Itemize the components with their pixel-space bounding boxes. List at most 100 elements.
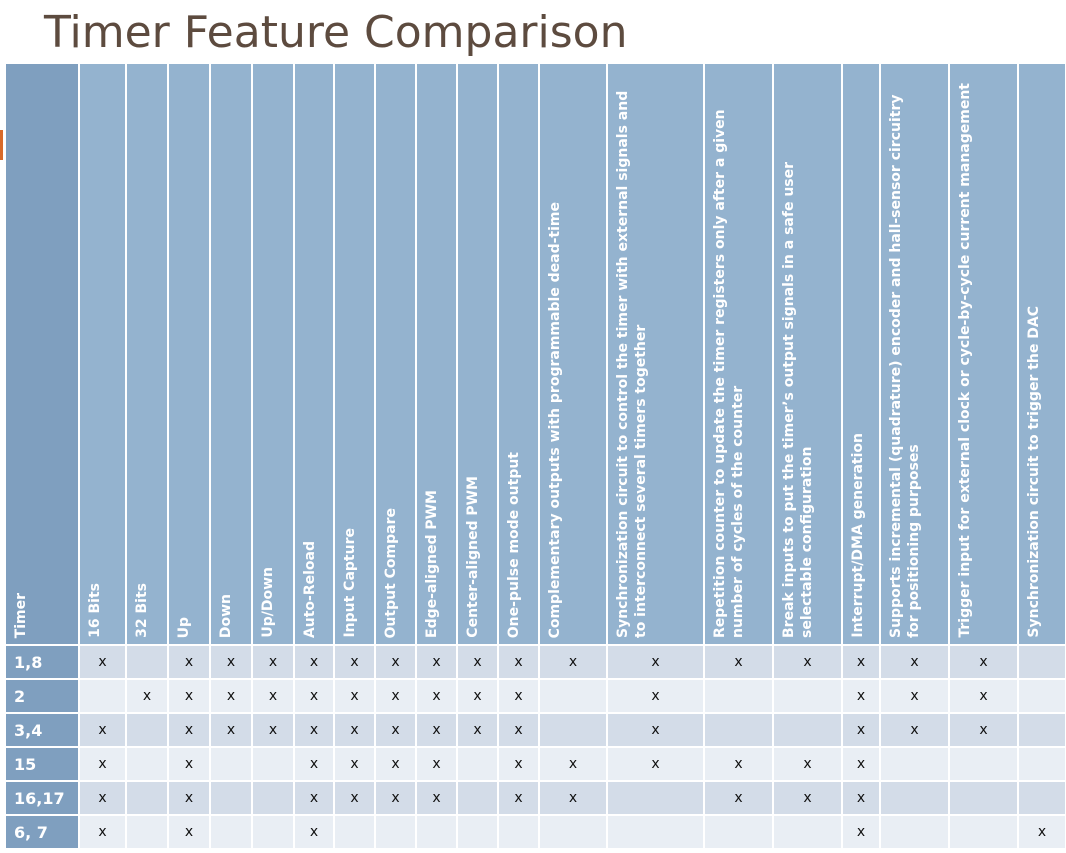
- header-cell: Edge-aligned PWM: [415, 62, 458, 646]
- feature-cell: x: [841, 814, 881, 850]
- feature-cell: [772, 678, 843, 714]
- header-cell: Trigger input for external clock or cycl…: [948, 62, 1019, 646]
- feature-cell: x: [78, 780, 127, 816]
- feature-cell: [125, 644, 169, 680]
- timer-id-cell: 16,17: [4, 780, 80, 816]
- header-cell: Repetition counter to update the timer r…: [703, 62, 774, 646]
- feature-cell: x: [374, 780, 417, 816]
- feature-cell: x: [703, 644, 774, 680]
- header-cell: Complementary outputs with programmable …: [538, 62, 608, 646]
- feature-cell: x: [841, 712, 881, 748]
- feature-cell: x: [333, 746, 376, 782]
- feature-cell: x: [497, 644, 540, 680]
- feature-cell: x: [209, 712, 253, 748]
- table-row: 1,8 x x x x x x x x x x x x x x x x x: [4, 644, 1066, 680]
- feature-cell: [209, 814, 253, 850]
- page-title: Timer Feature Comparison: [44, 7, 628, 58]
- header-cell: Interrupt/DMA generation: [841, 62, 881, 646]
- feature-cell: x: [841, 644, 881, 680]
- feature-cell: [1017, 746, 1066, 782]
- feature-cell: x: [415, 780, 458, 816]
- header-label: Supports incremental (quadrature) encode…: [888, 94, 922, 639]
- feature-cell: x: [606, 712, 705, 748]
- feature-cell: [415, 814, 458, 850]
- feature-cell: [333, 814, 376, 850]
- feature-cell: [251, 814, 295, 850]
- feature-cell: x: [415, 644, 458, 680]
- feature-cell: [374, 814, 417, 850]
- feature-cell: [456, 780, 499, 816]
- feature-cell: x: [497, 712, 540, 748]
- feature-cell: [251, 746, 295, 782]
- header-cell: One-pulse mode output: [497, 62, 540, 646]
- header-cell: Auto-Reload: [293, 62, 335, 646]
- feature-cell: [125, 814, 169, 850]
- header-label: Down: [218, 593, 234, 638]
- header-label: Synchronization circuit to trigger the D…: [1026, 306, 1042, 638]
- feature-cell: x: [415, 678, 458, 714]
- header-label: Up/Down: [260, 567, 276, 638]
- feature-cell: x: [293, 780, 335, 816]
- feature-cell: x: [374, 746, 417, 782]
- header-label: Timer: [13, 592, 29, 638]
- feature-cell: x: [251, 644, 295, 680]
- header-label: 16 Bits: [87, 583, 103, 638]
- feature-cell: [456, 746, 499, 782]
- header-cell: Supports incremental (quadrature) encode…: [879, 62, 950, 646]
- feature-cell: [125, 712, 169, 748]
- feature-cell: [948, 780, 1019, 816]
- header-label: Complementary outputs with programmable …: [547, 201, 563, 638]
- feature-cell: x: [293, 678, 335, 714]
- feature-cell: x: [167, 780, 211, 816]
- feature-cell: x: [374, 644, 417, 680]
- feature-comparison-table: Timer 16 Bits 32 Bits Up Down Up/Down Au…: [4, 62, 1066, 850]
- header-cell: 16 Bits: [78, 62, 127, 646]
- feature-cell: x: [497, 780, 540, 816]
- header-cell: Timer: [4, 62, 80, 646]
- feature-cell: [703, 814, 774, 850]
- feature-cell: [703, 678, 774, 714]
- feature-cell: [606, 780, 705, 816]
- feature-cell: x: [841, 746, 881, 782]
- feature-cell: [538, 814, 608, 850]
- feature-cell: x: [456, 712, 499, 748]
- feature-cell: x: [167, 678, 211, 714]
- header-label: Output Compare: [383, 507, 399, 638]
- feature-cell: x: [293, 814, 335, 850]
- feature-cell: [879, 814, 950, 850]
- header-label: Break inputs to put the timer’s output s…: [781, 161, 815, 638]
- header-cell: Break inputs to put the timer’s output s…: [772, 62, 843, 646]
- feature-cell: [456, 814, 499, 850]
- feature-cell: x: [333, 780, 376, 816]
- header-label: Repetition counter to update the timer r…: [712, 109, 746, 638]
- feature-cell: x: [78, 712, 127, 748]
- header-label: 32 Bits: [134, 583, 150, 638]
- feature-cell: x: [456, 678, 499, 714]
- feature-cell: x: [606, 644, 705, 680]
- feature-cell: x: [879, 644, 950, 680]
- feature-cell: x: [948, 644, 1019, 680]
- feature-cell: x: [293, 746, 335, 782]
- feature-cell: x: [167, 746, 211, 782]
- feature-cell: x: [293, 712, 335, 748]
- feature-cell: [1017, 712, 1066, 748]
- feature-cell: [606, 814, 705, 850]
- feature-cell: x: [841, 678, 881, 714]
- feature-cell: x: [167, 712, 211, 748]
- feature-cell: x: [374, 712, 417, 748]
- header-cell: Output Compare: [374, 62, 417, 646]
- feature-cell: x: [415, 712, 458, 748]
- feature-cell: x: [209, 678, 253, 714]
- header-label: Input Capture: [342, 528, 358, 638]
- header-label: Center-aligned PWM: [465, 476, 481, 638]
- feature-cell: [251, 780, 295, 816]
- feature-cell: x: [251, 712, 295, 748]
- feature-cell: [125, 780, 169, 816]
- feature-cell: [948, 814, 1019, 850]
- feature-cell: x: [879, 678, 950, 714]
- feature-cell: [78, 678, 127, 714]
- feature-cell: x: [78, 644, 127, 680]
- feature-cell: [879, 746, 950, 782]
- feature-cell: [497, 814, 540, 850]
